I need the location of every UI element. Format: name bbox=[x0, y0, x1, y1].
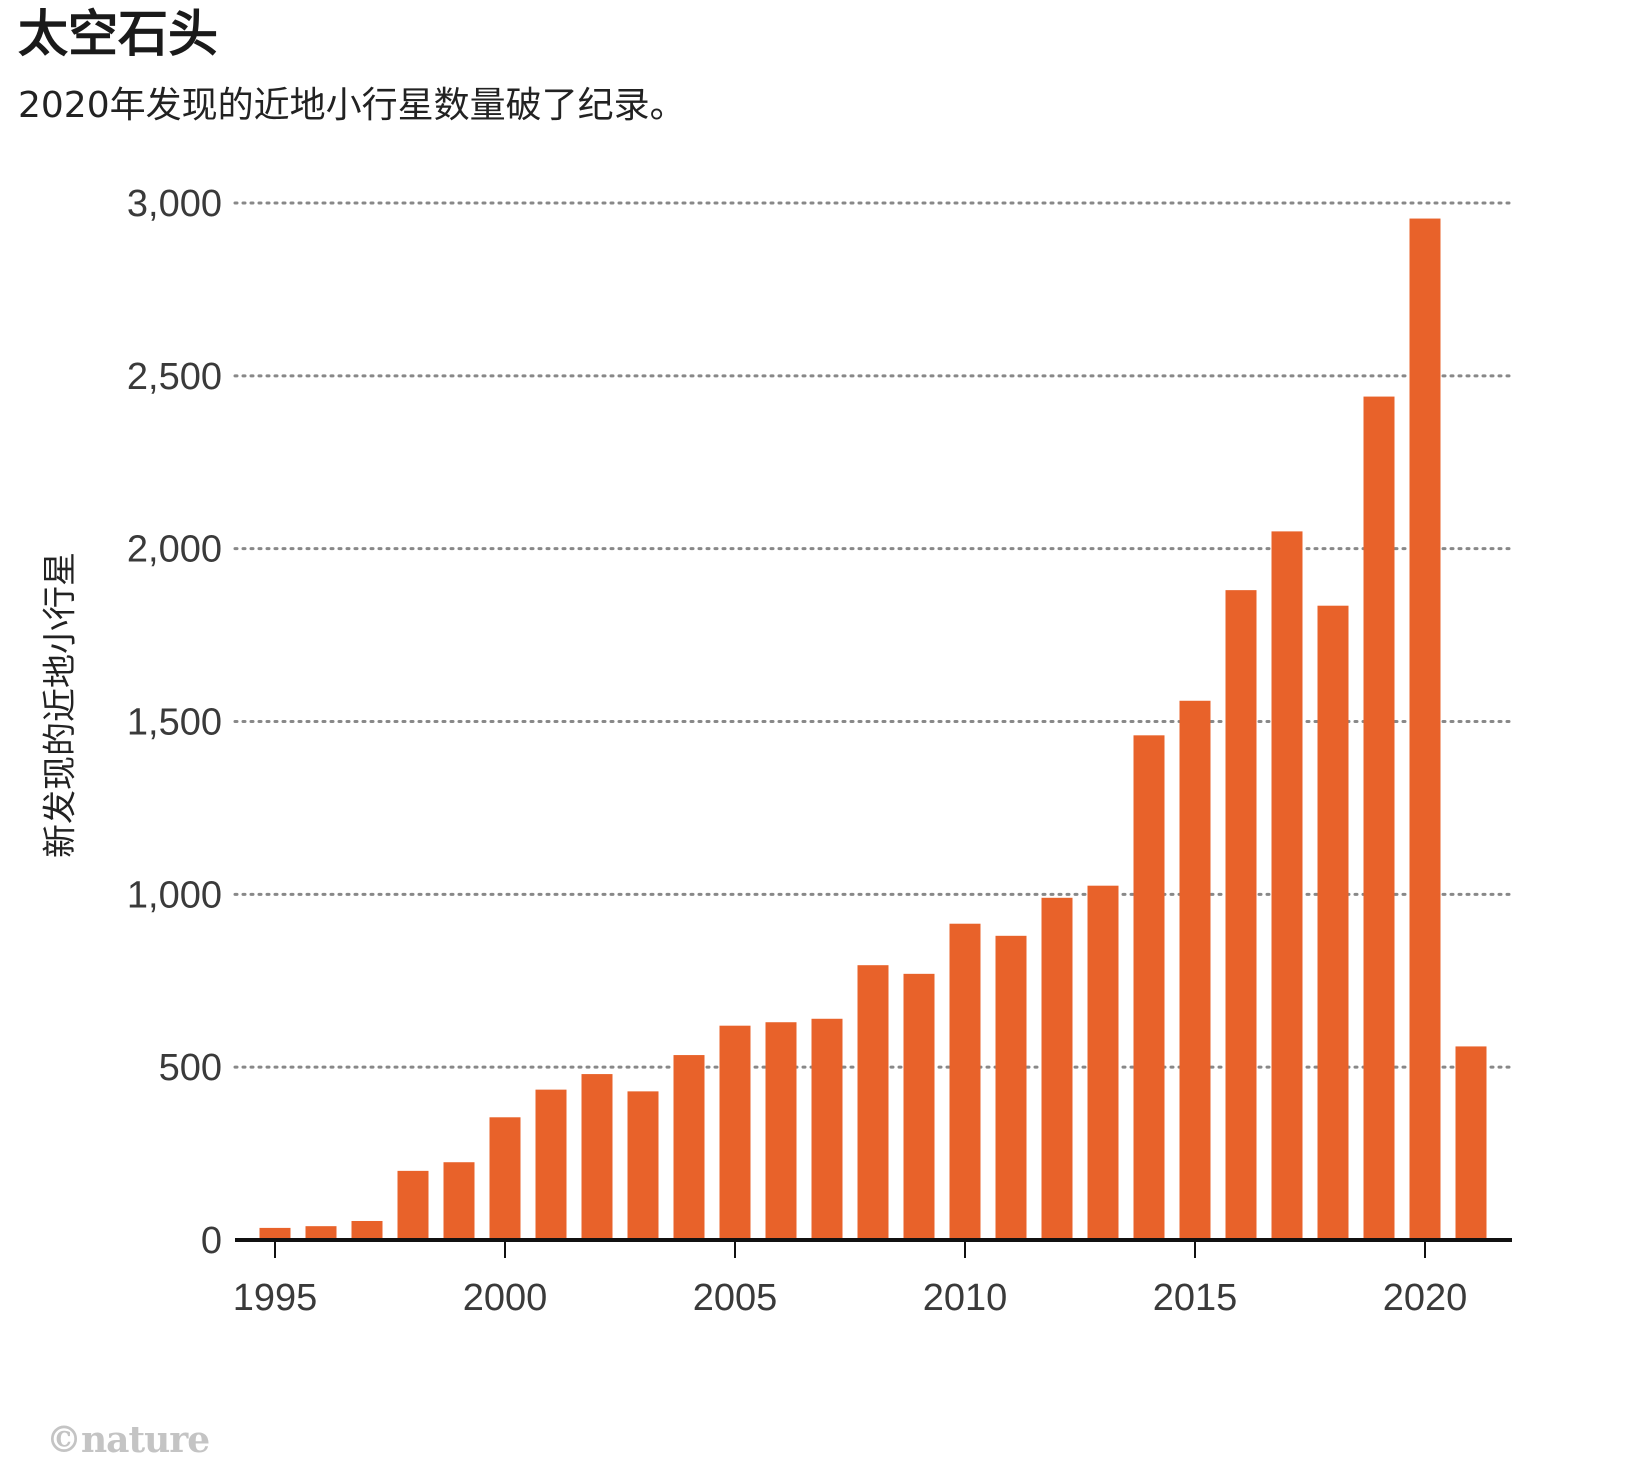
bar-1997 bbox=[351, 1220, 383, 1240]
bar-2008 bbox=[857, 965, 889, 1240]
y-axis-label: 新发现的近地小行星 bbox=[41, 552, 81, 858]
x-tick-label: 2005 bbox=[693, 1277, 778, 1319]
bar-1996 bbox=[305, 1226, 337, 1240]
bars bbox=[259, 218, 1487, 1240]
bar-2014 bbox=[1133, 735, 1165, 1240]
chart-title: 太空石头 bbox=[18, 5, 218, 63]
bar-2004 bbox=[673, 1055, 705, 1240]
bar-2012 bbox=[1041, 897, 1073, 1240]
bar-2013 bbox=[1087, 885, 1119, 1240]
bar-2020 bbox=[1409, 218, 1441, 1240]
x-tick-label: 2015 bbox=[1153, 1277, 1238, 1319]
bar-2006 bbox=[765, 1022, 797, 1240]
bar-2011 bbox=[995, 935, 1027, 1240]
y-tick-label: 2,500 bbox=[127, 356, 222, 398]
y-tick-label: 3,000 bbox=[127, 183, 222, 225]
bar-2010 bbox=[949, 923, 981, 1240]
y-tick-label: 0 bbox=[201, 1220, 222, 1262]
bar-2000 bbox=[489, 1117, 521, 1240]
y-tick-label: 1,500 bbox=[127, 702, 222, 744]
nature-credit-logo: ©nature bbox=[46, 1419, 210, 1461]
y-tick-label: 500 bbox=[159, 1047, 222, 1089]
bar-2002 bbox=[581, 1074, 613, 1240]
bar-2005 bbox=[719, 1025, 751, 1240]
axes bbox=[235, 1238, 1512, 1258]
bar-2018 bbox=[1317, 605, 1349, 1240]
bar-2016 bbox=[1225, 590, 1257, 1240]
bar-2021 bbox=[1455, 1046, 1487, 1240]
x-tick-label: 2010 bbox=[923, 1277, 1008, 1319]
bar-1995 bbox=[259, 1227, 291, 1240]
x-tick-label: 2020 bbox=[1383, 1277, 1468, 1319]
bar-2009 bbox=[903, 973, 935, 1240]
bar-2017 bbox=[1271, 531, 1303, 1240]
bar-2015 bbox=[1179, 700, 1211, 1240]
x-tick-label: 1995 bbox=[233, 1277, 318, 1319]
bar-2003 bbox=[627, 1091, 659, 1240]
chart-subtitle: 2020年发现的近地小行星数量破了纪录。 bbox=[18, 85, 686, 126]
bar-2007 bbox=[811, 1018, 843, 1240]
x-tick-label: 2000 bbox=[463, 1277, 548, 1319]
bar-2001 bbox=[535, 1089, 567, 1240]
bar-1998 bbox=[397, 1170, 429, 1240]
tick-labels: 0 500 1,000 1,500 2,000 2,500 3,000 1995 2000 200… bbox=[127, 183, 1467, 1319]
y-tick-label: 1,000 bbox=[127, 874, 222, 916]
bar-1999 bbox=[443, 1162, 475, 1240]
bar-2019 bbox=[1363, 396, 1395, 1240]
y-tick-label: 2,000 bbox=[127, 529, 222, 571]
